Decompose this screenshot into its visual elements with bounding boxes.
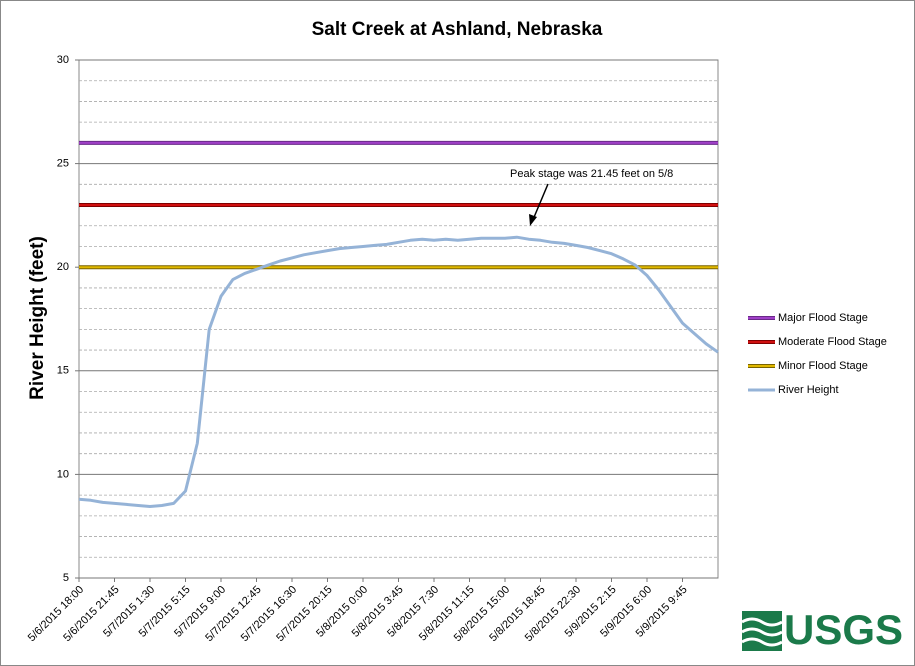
legend-label: River Height — [778, 384, 839, 396]
y-tick-label: 15 — [57, 365, 69, 377]
legend-label: Major Flood Stage — [778, 312, 868, 324]
y-tick-label: 20 — [57, 261, 69, 273]
annotation: Peak stage was 21.45 feet on 5/8 — [510, 168, 673, 180]
y-tick-label: 30 — [57, 54, 69, 66]
logo-waves — [741, 617, 783, 647]
legend-label: Minor Flood Stage — [778, 360, 868, 372]
chart-title: Salt Creek at Ashland, Nebraska — [312, 19, 603, 40]
y-tick-label: 5 — [63, 572, 69, 584]
y-tick-label: 10 — [57, 468, 69, 480]
river-height-line — [78, 235, 719, 508]
y-tick-label: 25 — [57, 158, 69, 170]
legend-label: Moderate Flood Stage — [778, 336, 887, 348]
annotation-arrowhead — [529, 214, 537, 226]
usgs-logo: USGS — [741, 606, 903, 653]
logo-text: USGS — [784, 606, 903, 653]
annotation-arrow — [531, 183, 549, 223]
y-axis-label: River Height (feet) — [27, 236, 48, 400]
